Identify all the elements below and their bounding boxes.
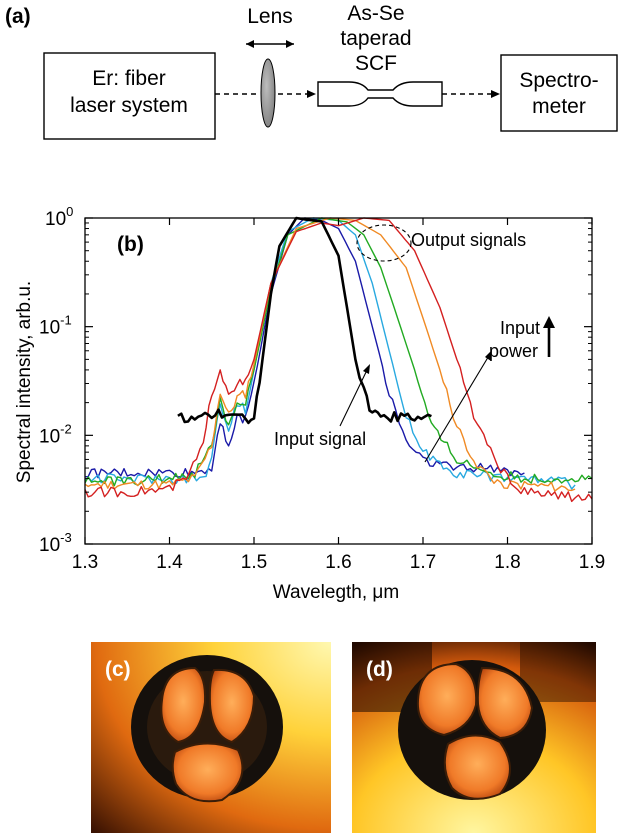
series-line-orange [84, 217, 576, 492]
core-d-3 [443, 734, 511, 800]
laser-box-line1: Er: fiber [92, 67, 166, 90]
panel-d-micrograph: (d) [352, 642, 596, 833]
input-signal-pointer [339, 367, 369, 427]
x-tick-label: 1.3 [72, 552, 98, 573]
y-axis-ticks: 100 10-1 10-2 10-3 [39, 204, 592, 556]
trend-arrowhead-icon [485, 350, 492, 361]
fiber-label-line2: taperad [340, 27, 411, 50]
lens-double-arrow-icon [246, 40, 294, 48]
x-tick-label: 1.5 [241, 552, 267, 573]
input-power-annotation-line2: power [489, 341, 538, 361]
x-axis-label: Wavelegth, μm [273, 582, 399, 603]
y-tick-label: 10-2 [39, 421, 72, 447]
x-tick-label: 1.4 [156, 552, 183, 573]
core-c-1 [160, 666, 207, 744]
laser-box-line2: laser system [70, 94, 188, 117]
core-d-2 [476, 666, 534, 740]
x-tick-label: 1.7 [410, 552, 436, 573]
y-tick-label: 10-1 [39, 313, 72, 339]
output-signals-ellipse [356, 224, 412, 262]
y-tick-exponent: -3 [60, 530, 72, 545]
panel-b-label: (b) [117, 233, 144, 256]
input-power-trend-line [424, 353, 491, 463]
input-power-annotation-line1: Input [500, 318, 540, 338]
plot-frame [84, 217, 593, 545]
input-signal-annotation: Input signal [274, 429, 366, 449]
panel-c-micrograph: (c) [91, 642, 331, 833]
y-tick-label: 100 [45, 204, 73, 230]
lens-icon [260, 58, 276, 128]
tapered-fiber-icon [317, 81, 443, 107]
beam-arrow-icon [491, 90, 500, 98]
series-line-red [84, 217, 593, 503]
pointer-arrowhead-icon [363, 364, 370, 374]
y-axis-label: Spectral intensity, arb.u. [14, 281, 35, 483]
lens-label: Lens [247, 5, 293, 28]
up-arrow-icon [543, 316, 555, 357]
core-d-1 [416, 662, 478, 737]
fiber-label-line3: SCF [355, 52, 397, 75]
panel-b-chart: 1.3 1.4 1.5 1.6 1.7 1.8 1.9 100 10-1 10-2 10-3 (b… [14, 204, 605, 603]
y-tick-exponent: -1 [60, 313, 72, 328]
y-tick-label: 10-3 [39, 530, 72, 556]
panel-d-label: (d) [366, 658, 393, 681]
x-tick-label: 1.8 [494, 552, 520, 573]
series-line-green [84, 217, 593, 487]
spectrometer-box [500, 54, 618, 132]
y-tick-exponent: 0 [66, 204, 73, 219]
core-c-3 [171, 742, 244, 803]
spectrometer-line1: Spectro- [519, 69, 598, 92]
series-line-blue [84, 217, 525, 479]
beam-arrow-icon [307, 90, 316, 98]
core-c-2 [208, 668, 256, 744]
series-line-input [177, 216, 432, 425]
x-tick-label: 1.6 [325, 552, 351, 573]
panel-c-label: (c) [105, 658, 131, 681]
y-tick-exponent: -2 [60, 421, 72, 436]
panel-a-setup-diagram: (a) Er: fiber laser system Lens As-Se ta… [5, 2, 618, 140]
panel-a-label: (a) [5, 5, 31, 28]
laser-box [43, 52, 216, 140]
output-signals-annotation: Output signals [411, 230, 526, 250]
fiber-label-line1: As-Se [347, 2, 404, 25]
x-tick-label: 1.9 [579, 552, 605, 573]
spectrometer-line2: meter [532, 95, 586, 118]
x-axis-ticks: 1.3 1.4 1.5 1.6 1.7 1.8 1.9 [72, 218, 605, 573]
plot-series-group [84, 216, 593, 503]
